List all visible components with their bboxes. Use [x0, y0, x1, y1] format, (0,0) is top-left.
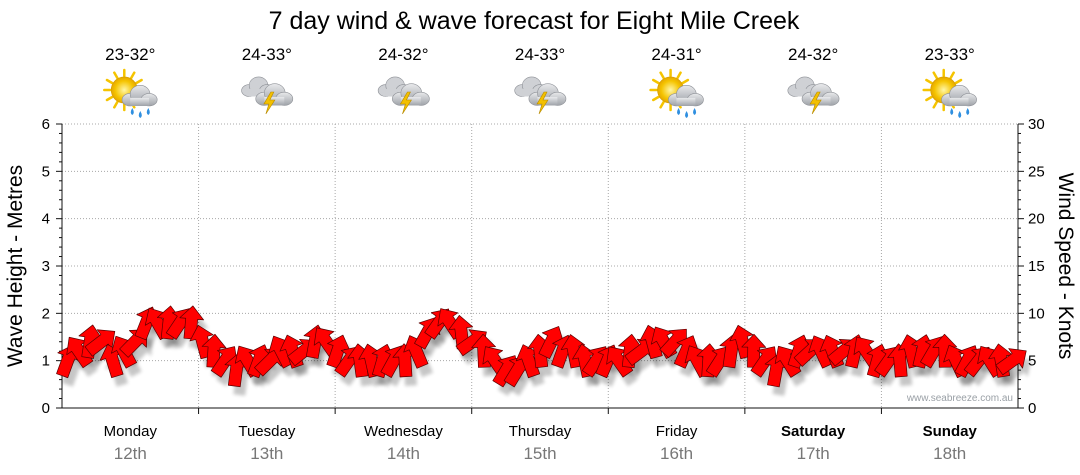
day-temperature: 24-33° — [242, 45, 292, 64]
wind-arrow — [84, 329, 116, 357]
day-date-label: 17th — [797, 444, 830, 463]
wind-arrow — [673, 335, 700, 369]
right-axis-title: Wind Speed - Knots — [1054, 173, 1077, 360]
sun-showers-icon — [103, 68, 158, 118]
left-tick-label: 5 — [42, 163, 50, 180]
day-name-label: Monday — [104, 423, 158, 440]
right-tick-label: 10 — [1028, 305, 1045, 322]
day-temperature: 24-32° — [378, 45, 428, 64]
day-temperature: 24-33° — [515, 45, 565, 64]
day-name-label: Sunday — [923, 423, 978, 440]
left-tick-label: 0 — [42, 400, 50, 417]
day-temperature: 24-32° — [788, 45, 838, 64]
left-tick-label: 6 — [42, 116, 50, 133]
credit-text: www.seabreeze.com.au — [906, 393, 1013, 404]
right-tick-label: 25 — [1028, 163, 1045, 180]
right-tick-label: 5 — [1028, 353, 1036, 370]
thunderstorm-icon — [514, 76, 567, 115]
day-temperature: 24-31° — [651, 45, 701, 64]
thunderstorm-icon — [787, 76, 840, 115]
day-name-label: Thursday — [509, 423, 572, 440]
day-date-label: 15th — [523, 444, 556, 463]
day-date-label: 14th — [387, 444, 420, 463]
wind-arrow — [995, 348, 1027, 376]
right-tick-label: 15 — [1028, 258, 1045, 275]
day-name-label: Saturday — [781, 423, 846, 440]
sun-showers-icon — [649, 68, 704, 118]
wind-arrow — [538, 326, 565, 360]
right-tick-label: 20 — [1028, 211, 1045, 228]
day-name-label: Tuesday — [238, 423, 295, 440]
wind-arrow — [618, 333, 643, 369]
right-tick-label: 30 — [1028, 116, 1045, 133]
sun-showers-icon — [922, 68, 977, 118]
thunderstorm-icon — [241, 76, 294, 115]
left-tick-label: 4 — [42, 211, 50, 228]
day-date-label: 18th — [933, 444, 966, 463]
thunderstorm-icon — [377, 76, 430, 115]
wind-arrow — [659, 328, 687, 358]
day-date-label: 12th — [114, 444, 147, 463]
day-temperature: 23-32° — [105, 45, 155, 64]
chart-title: 7 day wind & wave forecast for Eight Mil… — [269, 7, 800, 35]
left-axis-title: Wave Height - Metres — [4, 165, 27, 367]
right-tick-label: 0 — [1028, 400, 1036, 417]
day-name-label: Friday — [656, 423, 698, 440]
left-tick-label: 2 — [42, 305, 50, 322]
day-name-label: Wednesday — [364, 423, 443, 440]
day-date-label: 13th — [250, 444, 283, 463]
left-tick-label: 3 — [42, 258, 50, 275]
day-date-label: 16th — [660, 444, 693, 463]
day-temperature: 23-33° — [925, 45, 975, 64]
wind-arrow — [750, 346, 778, 378]
left-tick-label: 1 — [42, 353, 50, 370]
